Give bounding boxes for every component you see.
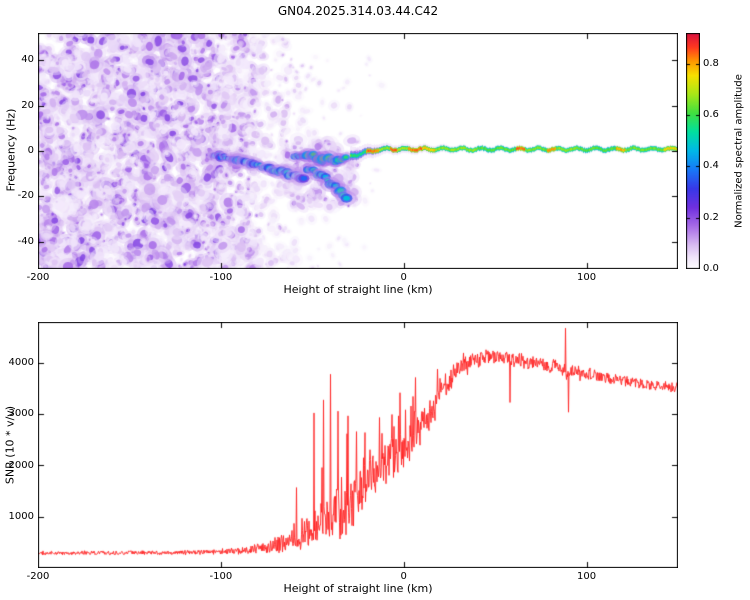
spec-y-tick-label: 40: [21, 54, 34, 66]
colorbar-canvas: [686, 33, 700, 269]
snr-y-tick-label: 4000: [8, 357, 34, 368]
spec-y-tick-label: -20: [17, 190, 34, 202]
snr-x-tick-label: -200: [26, 571, 50, 582]
colorbar-tick-label: 0.4: [703, 160, 719, 172]
spec-y-tick-label: -40: [17, 235, 34, 247]
colorbar-tick-label: 0.2: [703, 211, 719, 223]
spec-x-tick-label: -100: [209, 272, 233, 283]
snr-x-tick-label: 100: [577, 571, 597, 582]
spec-x-tick-label: -200: [26, 272, 50, 283]
spectrogram-x-axis-label: Height of straight line (km): [283, 283, 433, 296]
figure-title: GN04.2025.314.03.44.C42: [277, 4, 439, 18]
snr-x-tick-label: 0: [400, 571, 407, 582]
spec-y-tick-label: 20: [21, 99, 34, 111]
snr-x-tick-label: -100: [209, 571, 233, 582]
snr-y-tick-label: 2000: [8, 459, 34, 471]
spec-x-tick-label: 100: [577, 272, 597, 283]
spec-x-tick-label: 0: [400, 272, 407, 283]
spec-y-tick-label: 0: [27, 145, 34, 156]
snr-y-tick-label: 3000: [8, 408, 34, 420]
snr-canvas: [38, 322, 678, 568]
colorbar-label: Normalized spectral amplitude: [733, 74, 745, 228]
colorbar-tick-label: 0.8: [703, 57, 719, 69]
spectrogram-canvas: [38, 33, 678, 269]
snr-y-tick-label: 1000: [8, 510, 34, 522]
colorbar-tick-label: 0.6: [703, 109, 719, 121]
snr-x-axis-label: Height of straight line (km): [283, 582, 433, 595]
colorbar-tick-label: 0.0: [703, 263, 719, 274]
